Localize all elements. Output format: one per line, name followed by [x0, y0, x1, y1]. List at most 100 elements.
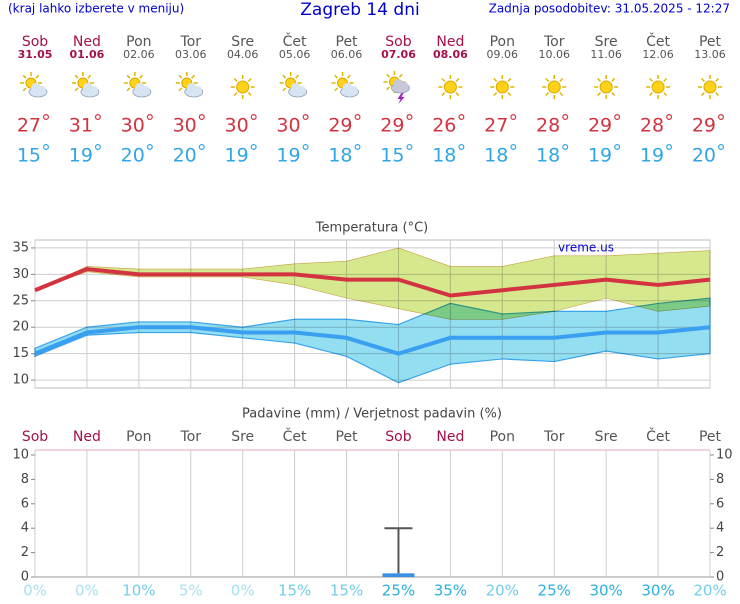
low-temp: 19 — [276, 145, 300, 167]
degree — [562, 144, 569, 151]
degree — [198, 113, 205, 120]
high-temp: 30 — [276, 115, 300, 137]
low-temp: 20 — [692, 145, 716, 167]
sun-ray — [247, 92, 252, 97]
degree — [250, 144, 257, 151]
day-name: Čet — [283, 32, 307, 50]
degree — [562, 113, 569, 120]
degree — [94, 113, 101, 120]
sun-ray — [295, 74, 299, 79]
degree — [458, 113, 465, 120]
degree — [614, 113, 621, 120]
day-name: Tor — [180, 34, 202, 50]
sun-ray — [282, 74, 287, 79]
rain-chart-title: Padavine (mm) / Verjetnost padavin (%) — [242, 407, 502, 422]
sun-ray — [493, 92, 498, 97]
sun-ray — [247, 77, 252, 82]
degree — [42, 113, 49, 120]
y-tick-label: 2 — [21, 545, 29, 560]
high-temp: 31 — [69, 115, 93, 137]
sun-ray — [545, 92, 550, 97]
sun-ray — [455, 92, 460, 97]
low-temp: 19 — [69, 145, 93, 167]
degree — [458, 144, 465, 151]
degree — [198, 144, 205, 151]
cloud — [89, 86, 98, 94]
sun-ray — [649, 77, 653, 82]
rain-probability: 25% — [382, 582, 415, 600]
cloud — [349, 86, 358, 94]
day-date: 02.06 — [123, 48, 155, 61]
x-tick-label: Pet — [336, 429, 359, 445]
y-tick-label: 4 — [21, 521, 29, 536]
sun-ray — [386, 86, 391, 91]
sun-ray — [715, 92, 720, 97]
sun-ray — [346, 74, 351, 79]
high-temp: 27 — [17, 115, 41, 137]
sun-ray — [597, 77, 602, 82]
high-temp: 30 — [225, 115, 249, 137]
day-name: Sob — [385, 34, 411, 50]
menu-note: (kraj lahko izberete v meniju) — [8, 2, 184, 16]
degree — [717, 113, 724, 120]
x-tick-label: Ned — [73, 429, 101, 445]
low-temp: 15 — [380, 145, 404, 167]
weather-icon — [490, 75, 515, 99]
high-temp: 29 — [692, 115, 716, 137]
sun — [236, 80, 250, 94]
temp-line — [34, 325, 711, 356]
x-tick-label: Pon — [126, 429, 151, 445]
degree — [354, 144, 361, 151]
weather-icon — [698, 75, 722, 99]
range-band — [34, 247, 711, 320]
day-name: Tor — [543, 34, 565, 50]
sun-ray — [233, 92, 238, 97]
sun-ray — [597, 92, 602, 97]
sun — [599, 80, 613, 94]
low-temp: 19 — [225, 145, 249, 167]
day-date: 31.05 — [18, 48, 53, 61]
degree — [302, 144, 309, 151]
y-tick-label: 10 — [12, 448, 29, 463]
degree — [614, 144, 621, 151]
day-date: 09.06 — [487, 48, 519, 61]
weather-icon — [230, 75, 255, 99]
low-temp: 18 — [328, 145, 352, 167]
day-date: 12.06 — [642, 48, 674, 61]
weather-icon — [71, 72, 100, 98]
weather-icon — [20, 72, 48, 98]
sun-ray — [386, 73, 391, 78]
weather-icon — [175, 72, 204, 98]
watermark: vreme.us — [558, 241, 614, 255]
high-temp: 27 — [484, 115, 508, 137]
degree — [94, 144, 101, 151]
sun-ray — [191, 74, 196, 79]
sun — [547, 80, 561, 94]
low-temp: 18 — [536, 145, 560, 167]
day-name: Čet — [646, 32, 670, 50]
day-date: 05.06 — [279, 48, 311, 61]
sun — [703, 80, 717, 94]
y-tick-label: 20 — [12, 320, 29, 335]
weather-icon — [331, 72, 359, 98]
rain-probability: 35% — [434, 582, 467, 600]
x-tick-label: Čet — [283, 427, 307, 445]
sun-ray — [559, 77, 564, 82]
sun-ray — [611, 92, 616, 97]
rain-probability: 15% — [330, 582, 363, 600]
degree — [250, 113, 257, 120]
cloud — [193, 86, 202, 94]
day-date: 11.06 — [590, 48, 622, 61]
x-tick-label: Ned — [436, 429, 464, 445]
sun-ray — [334, 74, 339, 79]
day-name: Sre — [595, 34, 618, 50]
y-tick-label: 25 — [12, 293, 29, 308]
x-tick-label: Tor — [180, 429, 202, 445]
sun-ray — [455, 77, 460, 82]
low-temp: 18 — [484, 145, 508, 167]
update-time: Zadnja posodobitev: 31.05.2025 - 12:27 — [489, 2, 730, 16]
sun-ray — [74, 74, 79, 79]
sun-ray — [35, 74, 40, 79]
sun — [651, 80, 665, 94]
